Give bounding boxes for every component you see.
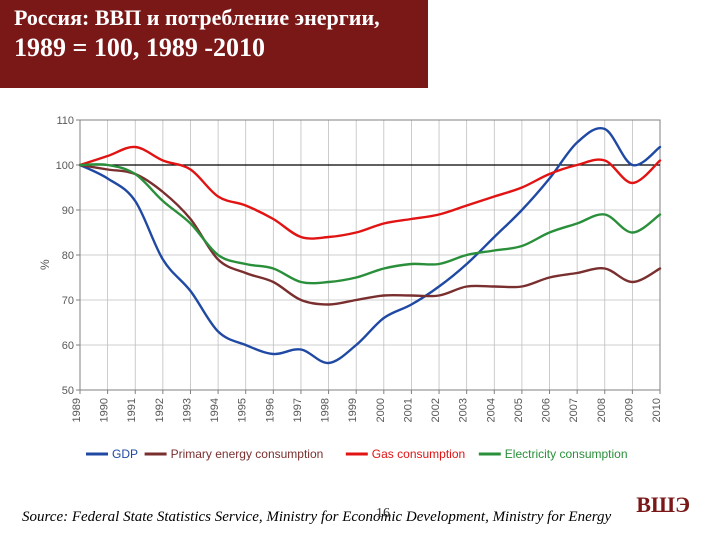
- svg-text:1990: 1990: [99, 398, 111, 422]
- page-number: 16: [376, 506, 390, 522]
- slide: Россия: ВВП и потребление энергии, 1989 …: [0, 0, 720, 540]
- svg-text:1998: 1998: [320, 398, 332, 422]
- svg-text:1995: 1995: [237, 398, 249, 422]
- title-line-1: Россия: ВВП и потребление энергии,: [14, 4, 414, 32]
- svg-text:Primary energy consumption: Primary energy consumption: [171, 447, 324, 461]
- svg-text:60: 60: [62, 340, 74, 352]
- svg-text:Electricity consumption: Electricity consumption: [505, 447, 628, 461]
- svg-text:2005: 2005: [513, 398, 525, 422]
- line-chart: 50 60 70 80 90 100 110 1989 1990 1991 1992 1993 1994…: [50, 112, 670, 472]
- brand-label: ВШЭ: [636, 492, 690, 518]
- svg-text:50: 50: [62, 385, 74, 397]
- svg-text:1999: 1999: [347, 398, 359, 422]
- chart-svg: 50 60 70 80 90 100 110 1989 1990 1991 1992 1993 1994…: [50, 112, 670, 472]
- svg-text:2010: 2010: [651, 398, 663, 422]
- svg-text:1992: 1992: [154, 398, 166, 422]
- svg-text:2003: 2003: [458, 398, 470, 422]
- title-bar: Россия: ВВП и потребление энергии, 1989 …: [0, 0, 428, 88]
- svg-text:GDP: GDP: [112, 447, 138, 461]
- svg-text:100: 100: [56, 160, 74, 172]
- svg-text:1991: 1991: [126, 398, 138, 422]
- svg-text:110: 110: [56, 115, 74, 127]
- svg-text:1994: 1994: [209, 398, 221, 422]
- svg-text:1989: 1989: [71, 398, 83, 422]
- svg-text:70: 70: [62, 295, 74, 307]
- svg-text:80: 80: [62, 250, 74, 262]
- title-line-2: 1989 = 100, 1989 -2010: [14, 32, 414, 63]
- svg-text:2001: 2001: [402, 398, 414, 422]
- svg-text:2007: 2007: [568, 398, 580, 422]
- svg-text:Gas consumption: Gas consumption: [372, 447, 465, 461]
- svg-text:2006: 2006: [541, 398, 553, 422]
- svg-text:1997: 1997: [292, 398, 304, 422]
- source-text: Source: Federal State Statistics Service…: [22, 509, 611, 526]
- svg-text:1996: 1996: [264, 398, 276, 422]
- svg-text:90: 90: [62, 205, 74, 217]
- svg-text:2002: 2002: [430, 398, 442, 422]
- svg-text:2009: 2009: [623, 398, 635, 422]
- svg-text:2000: 2000: [375, 398, 387, 422]
- svg-text:1993: 1993: [181, 398, 193, 422]
- svg-text:2004: 2004: [485, 398, 497, 422]
- svg-text:2008: 2008: [596, 398, 608, 422]
